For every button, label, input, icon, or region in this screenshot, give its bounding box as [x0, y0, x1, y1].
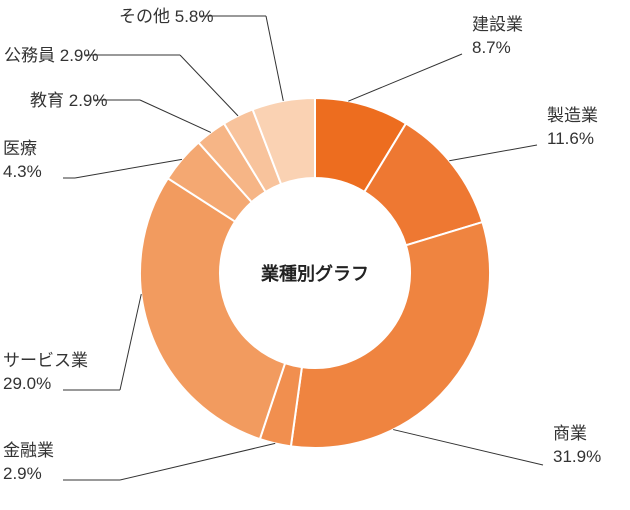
- donut-chart-container: { "chart": { "type": "donut", "center_ti…: [0, 0, 630, 510]
- slice-label-name: 公務員: [4, 46, 55, 65]
- slice-label-6: 教育 2.9%: [30, 90, 107, 113]
- slice-label-3: 金融業 2.9%: [3, 440, 54, 486]
- slice-label-pct: 11.6%: [547, 129, 594, 148]
- slice-label-7: 公務員 2.9%: [4, 45, 98, 68]
- leader-line-0: [348, 54, 462, 101]
- leader-line-4: [120, 294, 141, 390]
- slice-label-pct: 8.7%: [472, 38, 511, 57]
- slice-label-name: 教育: [30, 91, 64, 110]
- slice-label-name: 製造業: [547, 106, 598, 125]
- slice-label-name: 商業: [553, 424, 587, 443]
- slice-label-name: 金融業: [3, 441, 54, 460]
- donut-chart-svg: [0, 0, 630, 510]
- slice-label-name: 医療: [3, 139, 37, 158]
- leader-line-3: [120, 443, 275, 480]
- slice-label-5: 医療 4.3%: [3, 138, 42, 184]
- leader-line-7: [180, 55, 238, 116]
- slice-label-pct: 31.9%: [553, 447, 601, 466]
- slice-label-name: 建設業: [472, 15, 523, 34]
- slice-label-2: 商業 31.9%: [553, 423, 601, 469]
- slice-label-1: 製造業 11.6%: [547, 105, 598, 151]
- leader-line-5: [75, 159, 182, 178]
- leader-line-2: [393, 430, 543, 465]
- slice-label-pct: 2.9%: [60, 46, 99, 65]
- slice-label-0: 建設業 8.7%: [472, 14, 523, 60]
- chart-center-title: 業種別グラフ: [261, 260, 369, 286]
- slice-label-4: サービス業 29.0%: [3, 350, 88, 396]
- slice-label-name: その他: [119, 7, 170, 26]
- slice-label-pct: 2.9%: [69, 91, 108, 110]
- leader-line-6: [140, 100, 211, 132]
- slice-label-8: その他 5.8%: [119, 6, 213, 29]
- slice-label-pct: 29.0%: [3, 374, 51, 393]
- slice-label-name: サービス業: [3, 351, 88, 370]
- slice-label-pct: 4.3%: [3, 162, 42, 181]
- slice-label-pct: 5.8%: [175, 7, 214, 26]
- leader-line-1: [449, 145, 537, 161]
- leader-line-8: [266, 16, 283, 101]
- slice-label-pct: 2.9%: [3, 464, 42, 483]
